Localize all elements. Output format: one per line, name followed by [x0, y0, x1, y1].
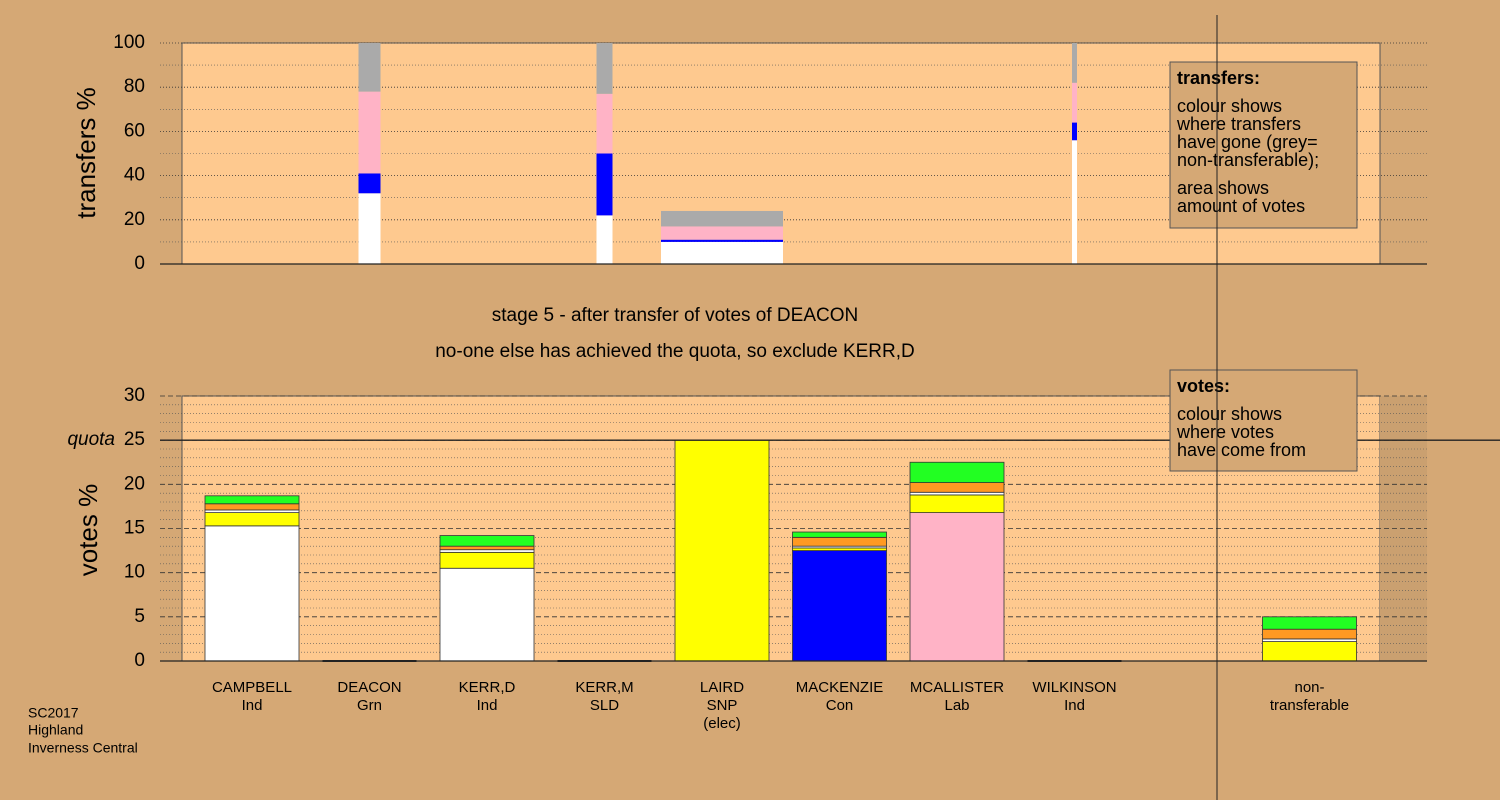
y-tick-label: 0 — [134, 253, 145, 274]
x-tick-label: MCALLISTER — [910, 679, 1004, 696]
bar-segment — [1072, 140, 1077, 264]
legend-text: area shows — [1177, 178, 1269, 198]
bar-segment — [439, 545, 535, 551]
bar-segment — [792, 531, 887, 538]
x-tick-label: Grn — [357, 697, 382, 714]
x-tick-label: transferable — [1270, 697, 1349, 714]
legend-box — [1169, 369, 1358, 472]
bar-segment — [204, 525, 300, 662]
y-tick-label: 100 — [113, 32, 145, 53]
bar-segment — [1072, 43, 1077, 83]
legend-text: colour shows — [1177, 96, 1282, 116]
footer: SC2017 — [28, 705, 79, 721]
y-tick-label: 80 — [124, 76, 145, 97]
legend-text: colour shows — [1177, 404, 1282, 424]
bar-segment — [596, 153, 613, 216]
y-tick-label: 0 — [134, 650, 145, 671]
y-tick-label: 20 — [124, 473, 145, 494]
bar-segment — [909, 512, 1005, 662]
y-tick-label: 30 — [124, 385, 145, 406]
bar-segment — [909, 461, 1005, 483]
bar-segment — [1262, 641, 1357, 662]
bar-segment — [1072, 122, 1077, 141]
bar-segment — [596, 215, 613, 264]
bar-segment — [1072, 82, 1077, 123]
bar-segment — [909, 494, 1005, 513]
bar-segment — [204, 495, 300, 505]
bar-segment — [792, 536, 887, 547]
x-tick-label: Lab — [944, 697, 969, 714]
legend-text: have come from — [1177, 440, 1306, 460]
y-tick-label: 10 — [124, 562, 145, 583]
bar-segment — [596, 43, 613, 94]
legend-text: where votes — [1176, 422, 1274, 442]
legend-text: non-transferable); — [1177, 150, 1319, 170]
bar-segment — [358, 91, 381, 174]
x-tick-label: KERR,M — [575, 679, 633, 696]
y-axis-label: votes % — [73, 484, 103, 577]
x-tick-label: CAMPBELL — [212, 679, 292, 696]
bar-segment — [661, 239, 783, 242]
x-tick-label: SNP — [707, 697, 738, 714]
bar-segment — [792, 550, 887, 662]
x-tick-label: SLD — [590, 697, 619, 714]
bar-segment — [358, 43, 381, 92]
stage-note: no-one else has achieved the quota, so e… — [435, 341, 915, 362]
legend-title: votes: — [1177, 376, 1230, 396]
footer: Inverness Central — [28, 740, 138, 756]
bar-segment — [596, 93, 613, 154]
bar-segment — [358, 173, 381, 194]
legend-text: have gone (grey= — [1177, 132, 1318, 152]
y-tick-label: 40 — [124, 165, 145, 186]
x-tick-label: DEACON — [337, 679, 401, 696]
y-tick-label: 20 — [124, 209, 145, 230]
footer: Highland — [28, 722, 83, 738]
y-tick-label: 15 — [124, 518, 145, 539]
legend-text: where transfers — [1176, 114, 1301, 134]
x-tick-label: Ind — [477, 697, 498, 714]
bar-segment — [204, 512, 300, 527]
bar-segment — [674, 439, 770, 662]
legend-text: amount of votes — [1177, 196, 1305, 216]
x-tick-label: MACKENZIE — [796, 679, 884, 696]
bar-segment — [439, 567, 535, 662]
bar-segment — [204, 503, 300, 511]
x-tick-label: WILKINSON — [1032, 679, 1116, 696]
x-tick-label: Ind — [1064, 697, 1085, 714]
bar-segment — [358, 193, 381, 264]
y-tick-label: 60 — [124, 120, 145, 141]
bar-segment — [661, 210, 783, 227]
y-tick-label: 5 — [134, 606, 145, 627]
bar-segment — [661, 241, 783, 264]
legend-box — [1169, 61, 1358, 229]
x-tick-label: Ind — [242, 697, 263, 714]
bar-segment — [1262, 628, 1357, 640]
x-tick-label: Con — [826, 697, 854, 714]
x-tick-label: LAIRD — [700, 679, 744, 696]
bar-segment — [439, 551, 535, 569]
x-tick-label: non- — [1294, 679, 1324, 696]
y-axis-label: transfers % — [71, 87, 101, 219]
x-tick-label: KERR,D — [459, 679, 516, 696]
y-tick-label: 25 — [124, 429, 145, 450]
legend-title: transfers: — [1177, 68, 1260, 88]
x-tick-label: (elec) — [703, 715, 741, 732]
bar-segment — [909, 482, 1005, 493]
bar-segment — [1262, 616, 1357, 630]
bar-segment — [439, 535, 535, 547]
bar-segment — [661, 226, 783, 240]
stage-note: stage 5 - after transfer of votes of DEA… — [492, 305, 858, 326]
quota-label: quota — [67, 429, 115, 450]
